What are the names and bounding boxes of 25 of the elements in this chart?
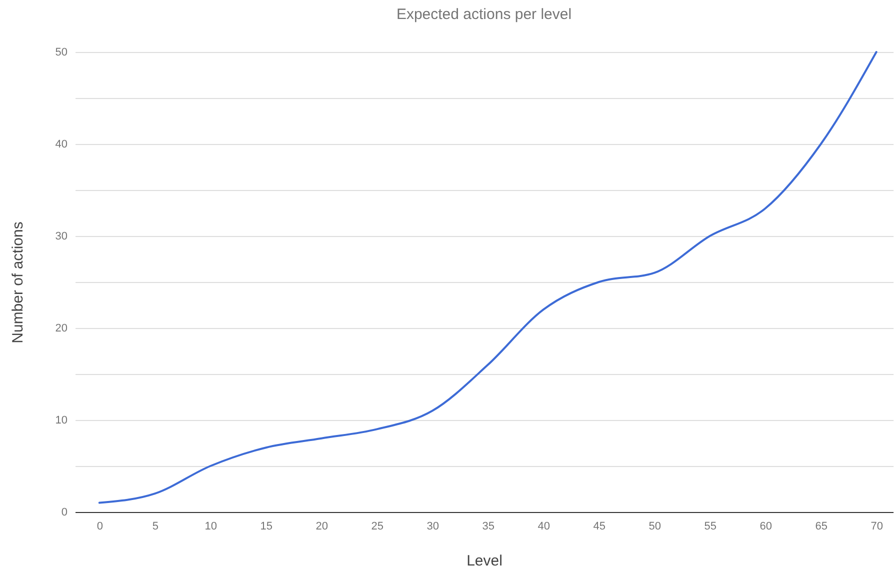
x-tick-label: 70 xyxy=(870,520,883,532)
x-tick-label: 10 xyxy=(204,520,218,532)
y-tick-label: 50 xyxy=(55,46,68,58)
x-tick-label: 5 xyxy=(152,520,158,532)
chart-title: Expected actions per level xyxy=(396,6,572,23)
x-tick-label: 30 xyxy=(426,520,440,532)
y-tick-label: 30 xyxy=(55,230,68,242)
x-tick-label: 45 xyxy=(593,520,606,532)
y-tick-label: 20 xyxy=(55,322,68,334)
x-tick-label: 35 xyxy=(482,520,495,532)
x-tick-label: 40 xyxy=(538,520,550,532)
x-tick-label: 50 xyxy=(648,520,661,532)
y-axis-title: Number of actions xyxy=(9,222,26,344)
x-tick-label: 0 xyxy=(96,520,103,532)
x-tick-label: 60 xyxy=(760,520,772,532)
x-tick-label: 65 xyxy=(815,520,828,532)
x-tick-label: 55 xyxy=(704,520,716,532)
x-tick-label: 25 xyxy=(371,520,384,532)
x-axis-title: Level xyxy=(466,552,502,570)
line-series xyxy=(98,51,878,504)
x-tick-label: 15 xyxy=(260,520,273,532)
y-tick-label: 40 xyxy=(55,138,68,150)
x-tick-label: 20 xyxy=(316,520,328,532)
y-tick-label: 0 xyxy=(61,506,68,518)
y-tick-label: 10 xyxy=(55,414,68,426)
